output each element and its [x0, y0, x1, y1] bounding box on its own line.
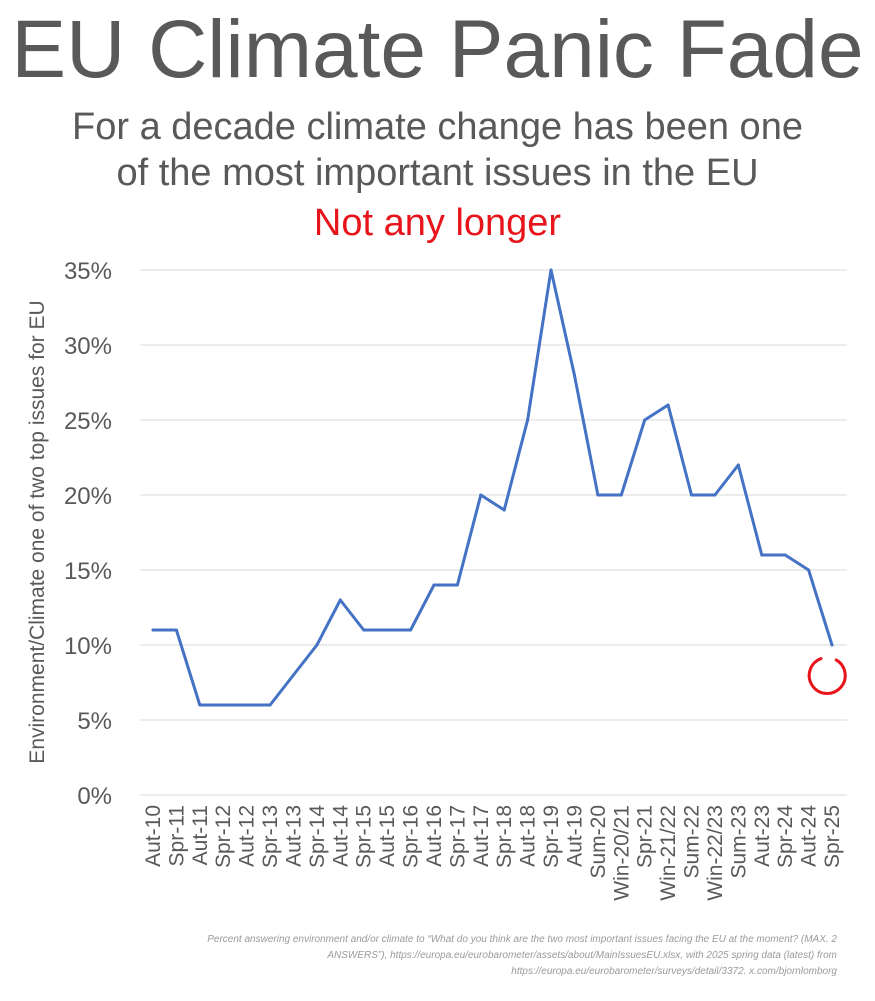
data-point — [572, 373, 576, 377]
data-point — [502, 508, 506, 512]
highlight-text: Not any longer — [313, 202, 562, 244]
y-axis-label: Environment/Climate one of two top issue… — [26, 300, 49, 763]
x-tick-label: Spr-18 — [493, 805, 516, 868]
x-tick-label: Spr-12 — [212, 805, 235, 868]
subtitle-line-1: For a decade climate change has been one — [72, 106, 803, 148]
x-tick-label: Aut-15 — [376, 805, 399, 867]
line-chart: 0% 5% 10% 15% 20% 25% 30% 35% Environment/Climat… — [26, 258, 847, 901]
data-point — [174, 628, 178, 632]
x-tick-label: Aut-12 — [236, 805, 259, 867]
data-point — [549, 268, 553, 272]
x-tick-label: Sum-20 — [587, 805, 610, 879]
chart-title: EU Climate Panic Fade — [11, 4, 864, 95]
x-tick-label: Aut-23 — [751, 805, 774, 867]
x-tick-label: Spr-14 — [306, 805, 329, 868]
y-tick-label: 10% — [64, 633, 112, 660]
x-tick-label: Sum-23 — [727, 805, 750, 879]
y-tick-label: 30% — [64, 333, 112, 360]
data-point — [479, 493, 483, 497]
x-tick-label: Aut-13 — [282, 805, 305, 867]
x-tick-label: Win-21/22 — [657, 805, 680, 901]
x-tick-label: Spr-11 — [165, 805, 188, 866]
source-line-1: Percent answering environment and/or cli… — [207, 934, 837, 945]
data-point — [245, 703, 249, 707]
x-tick-label: Spr-16 — [400, 805, 423, 868]
x-tick-label: Spr-13 — [259, 805, 282, 868]
x-tick-label: Spr-15 — [353, 805, 376, 868]
x-tick-label: Aut-11 — [189, 805, 212, 865]
data-point — [455, 583, 459, 587]
x-tick-label: Aut-10 — [142, 805, 165, 867]
x-tick-label: Spr-17 — [446, 805, 469, 868]
data-point — [807, 568, 811, 572]
data-point — [315, 643, 319, 647]
data-point — [690, 493, 694, 497]
data-point — [619, 493, 623, 497]
data-point — [409, 628, 413, 632]
x-tick-label: Aut-17 — [470, 805, 493, 867]
x-tick-label: Spr-21 — [634, 805, 657, 868]
data-point — [830, 643, 834, 647]
data-point — [666, 403, 670, 407]
source-line-2: ANSWERS”), https://europa.eu/eurobaromet… — [327, 950, 837, 961]
source-note: Percent answering environment and/or cli… — [40, 932, 837, 980]
data-point — [760, 553, 764, 557]
data-point — [221, 703, 225, 707]
data-point — [291, 673, 295, 677]
data-point — [596, 493, 600, 497]
x-tick-label: Aut-19 — [563, 805, 586, 867]
x-tick-label: Win-20/21 — [610, 805, 633, 901]
subtitle-line-2: of the most important issues in the EU — [116, 152, 759, 194]
y-tick-label: 20% — [64, 483, 112, 510]
data-point — [385, 628, 389, 632]
x-tick-label: Spr-25 — [821, 805, 844, 868]
data-point — [526, 418, 530, 422]
y-tick-label: 15% — [64, 558, 112, 585]
data-point — [338, 598, 342, 602]
y-tick-label: 5% — [77, 708, 112, 735]
data-point — [783, 553, 787, 557]
data-point — [151, 628, 155, 632]
data-point — [432, 583, 436, 587]
data-point — [713, 493, 717, 497]
chart-subtitle: For a decade climate change has been one… — [0, 104, 875, 196]
series-line — [151, 268, 834, 707]
x-tick-label: Win-22/23 — [704, 805, 727, 901]
y-tick-label: 35% — [64, 258, 112, 285]
y-tick-label: 25% — [64, 408, 112, 435]
data-point — [198, 703, 202, 707]
data-point — [643, 418, 647, 422]
highlight-circle-annotation — [807, 657, 847, 695]
x-tick-label: Sum-22 — [681, 805, 704, 879]
data-point — [362, 628, 366, 632]
x-tick-label: Spr-19 — [540, 805, 563, 868]
source-line-3: https://europa.eu/eurobarometer/surveys/… — [511, 966, 837, 977]
x-tick-label: Aut-16 — [423, 805, 446, 867]
data-point — [268, 703, 272, 707]
x-tick-label: Aut-18 — [517, 805, 540, 867]
data-point — [736, 463, 740, 467]
y-tick-label: 0% — [77, 783, 112, 810]
x-tick-label: Aut-14 — [329, 805, 352, 867]
x-tick-label: Spr-24 — [774, 805, 797, 868]
x-tick-label: Aut-24 — [798, 805, 821, 867]
